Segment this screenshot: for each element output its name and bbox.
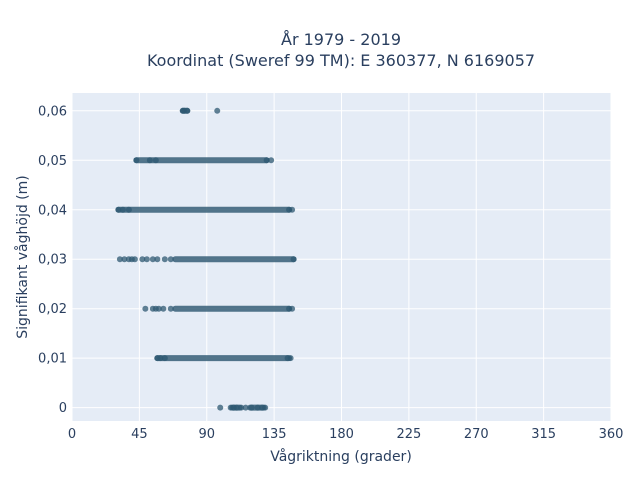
data-point-2-0 — [115, 206, 122, 213]
data-point-2-2 — [125, 206, 132, 213]
data-point-4-7 — [289, 305, 296, 312]
data-point-1-4 — [268, 157, 275, 164]
data-point-6-3 — [233, 404, 240, 411]
data-point-4-4 — [160, 305, 167, 312]
data-point-0-2 — [184, 107, 191, 114]
data-point-6-9 — [262, 404, 269, 411]
y-tick-labels: 0 0,01 0,02 0,03 0,04 0,05 0,06 — [38, 104, 67, 416]
data-point-4-0 — [142, 305, 149, 312]
x-tick-label-7: 315 — [531, 427, 556, 442]
data-point-1-0 — [133, 157, 140, 164]
data-point-6-6 — [248, 404, 255, 411]
y-axis-title: Signifikant våghöjd (m) — [14, 175, 31, 338]
data-points — [115, 107, 297, 411]
x-tick-label-0: 0 — [68, 427, 76, 442]
data-point-5-2 — [161, 355, 168, 362]
data-point-3-10 — [167, 256, 174, 263]
data-point-5-1 — [157, 355, 164, 362]
data-point-3-6 — [143, 256, 150, 263]
y-tick-label-1: 0,01 — [38, 352, 67, 367]
x-tick-label-1: 45 — [131, 427, 148, 442]
x-tick-label-3: 135 — [262, 427, 287, 442]
data-point-6-0 — [217, 404, 224, 411]
data-point-2-4 — [289, 206, 296, 213]
data-point-4-3 — [155, 305, 162, 312]
data-point-1-3 — [263, 157, 270, 164]
x-tick-label-4: 180 — [329, 427, 354, 442]
data-point-3-4 — [131, 256, 138, 263]
data-point-5-4 — [287, 355, 294, 362]
data-point-2-1 — [119, 206, 126, 213]
chart-title-line-1: År 1979 - 2019 — [281, 30, 401, 49]
x-axis-title: Vågriktning (grader) — [270, 448, 412, 465]
x-tick-label-8: 360 — [599, 427, 624, 442]
data-point-0-3 — [214, 107, 221, 114]
data-point-6-4 — [238, 404, 245, 411]
data-point-6-7 — [254, 404, 261, 411]
x-tick-labels: 0 45 90 135 180 225 270 315 360 — [68, 427, 624, 442]
x-tick-label-6: 270 — [464, 427, 489, 442]
chart-title-line-2: Koordinat (Sweref 99 TM): E 360377, N 61… — [147, 51, 535, 70]
y-tick-label-3: 0,03 — [38, 253, 67, 268]
data-point-3-8 — [154, 256, 161, 263]
y-tick-label-0: 0 — [59, 401, 67, 416]
data-point-3-5 — [139, 256, 146, 263]
data-point-1-2 — [152, 157, 159, 164]
data-point-3-11 — [290, 256, 297, 263]
data-point-6-5 — [242, 404, 249, 411]
y-tick-label-5: 0,05 — [38, 154, 67, 169]
y-tick-label-2: 0,02 — [38, 302, 67, 317]
data-point-3-7 — [149, 256, 156, 263]
data-point-3-0 — [116, 256, 123, 263]
grid-lines — [71, 93, 612, 421]
y-tick-label-4: 0,04 — [38, 203, 67, 218]
data-point-1-1 — [146, 157, 153, 164]
y-tick-label-6: 0,06 — [38, 104, 67, 119]
data-point-4-5 — [167, 305, 174, 312]
x-tick-label-2: 90 — [198, 427, 215, 442]
x-tick-label-5: 225 — [396, 427, 421, 442]
data-point-3-9 — [161, 256, 168, 263]
data-point-3-1 — [121, 256, 128, 263]
